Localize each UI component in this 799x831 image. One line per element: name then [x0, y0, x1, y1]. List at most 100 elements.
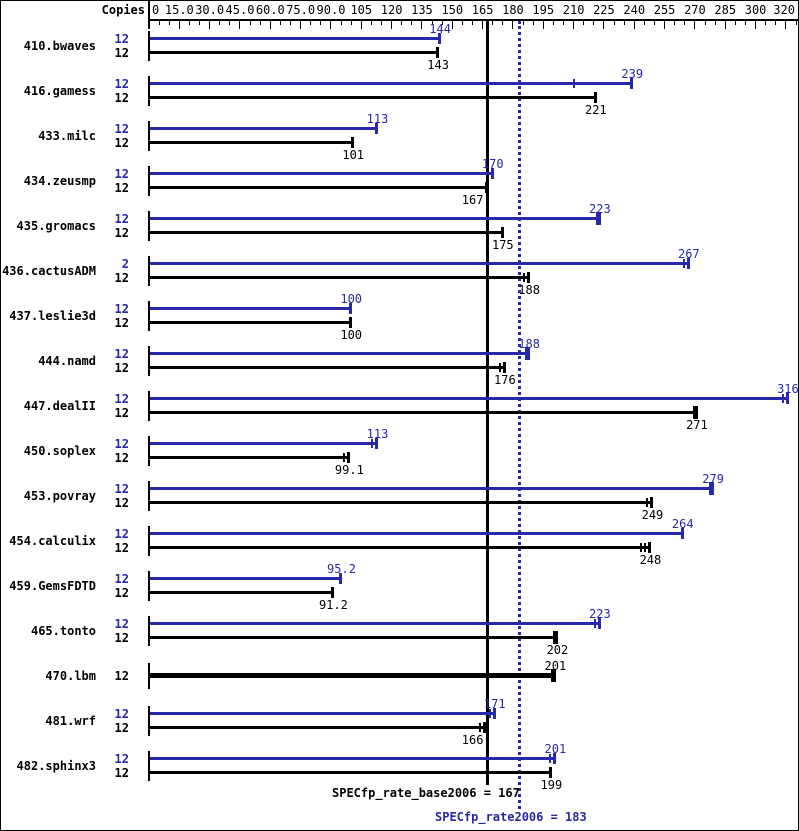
benchmark-group-axis	[148, 525, 150, 556]
base-bar-end-cap	[500, 227, 504, 238]
peak-value-label: 144	[429, 21, 451, 36]
axis-minor-tick	[279, 21, 281, 25]
peak-copies-label: 12	[114, 436, 129, 451]
benchmark-label: 454.calculix	[9, 533, 96, 548]
peak-bar-run-mark	[371, 439, 374, 448]
peak-bar-end-cap	[375, 123, 379, 134]
peak-bar-end-cap	[553, 753, 557, 764]
base-copies-label: 12	[114, 270, 129, 285]
peak-bar-run-mark	[572, 79, 575, 88]
peak-copies-label: 12	[114, 751, 129, 766]
benchmark-group-axis	[148, 30, 150, 61]
axis-major-tick	[603, 21, 605, 29]
axis-minor-tick	[290, 21, 292, 25]
base-bar-run-mark	[478, 723, 481, 732]
peak-bar-end-cap	[595, 212, 601, 225]
axis-minor-tick	[593, 21, 595, 25]
peak-value-label: 113	[366, 111, 389, 126]
peak-copies-label: 12	[114, 211, 129, 226]
benchmark-group-axis	[148, 300, 150, 331]
peak-bar-run-mark	[593, 619, 596, 628]
benchmark-label: 465.tonto	[30, 623, 96, 638]
peak-value-label: 100	[340, 291, 363, 306]
peak-bar-end-cap	[339, 573, 343, 584]
benchmark-label: 434.zeusmp	[23, 173, 96, 188]
benchmark-label: 444.namd	[38, 353, 96, 368]
axis-minor-tick	[643, 21, 645, 25]
peak-value-label: 223	[589, 606, 611, 621]
axis-minor-tick	[259, 21, 261, 25]
benchmark-label: 435.gromacs	[16, 218, 96, 233]
axis-tick-label: 180	[502, 3, 524, 17]
peak-bar	[150, 757, 556, 760]
axis-tick-label: 320	[773, 3, 795, 17]
axis-major-tick	[785, 21, 787, 29]
axis-tick-label: 150	[441, 3, 464, 17]
base-value-label: 167	[461, 192, 484, 207]
peak-value-label: 223	[589, 201, 611, 216]
axis-major-tick	[573, 21, 575, 29]
peak-rate-summary-label: SPECfp_rate2006 = 183	[435, 810, 587, 824]
base-bar-end-cap	[553, 631, 559, 644]
base-bar-run-mark	[498, 363, 501, 372]
axis-major-tick	[482, 21, 484, 29]
base-rate-summary-label: SPECfp_rate_base2006 = 167	[332, 786, 520, 800]
header-separator-line	[148, 1, 150, 29]
axis-tick-label: 105	[350, 3, 373, 17]
base-bar	[150, 411, 697, 414]
peak-bar-run-mark	[549, 754, 552, 763]
base-bar	[150, 321, 352, 324]
axis-tick-label: 195	[532, 3, 555, 17]
peak-bar-end-cap	[630, 78, 634, 89]
base-bar	[150, 636, 558, 639]
peak-bar-run-mark	[488, 709, 491, 718]
peak-bar	[150, 262, 689, 265]
benchmark-label: 453.povray	[23, 488, 96, 503]
base-value-label: 101	[342, 147, 365, 162]
axis-minor-tick	[158, 21, 160, 25]
axis-minor-tick	[613, 21, 615, 25]
axis-tick-label: 0	[152, 3, 160, 17]
base-bar-run-mark	[646, 498, 649, 507]
axis-major-tick	[451, 21, 453, 29]
axis-tick-label: 120	[380, 3, 403, 17]
axis-minor-tick	[472, 21, 473, 25]
base-copies-label: 12	[114, 720, 129, 735]
base-copies-label: 12	[114, 225, 129, 240]
peak-value-label: 264	[671, 516, 694, 531]
axis-major-tick	[391, 21, 393, 29]
axis-tick-label: 285	[714, 3, 737, 17]
axis-major-tick	[300, 21, 302, 29]
benchmark-group-axis	[148, 255, 150, 286]
base-copies-label: 12	[114, 540, 129, 555]
base-copies-label: 12	[114, 90, 129, 105]
benchmark-label: 410.bwaves	[23, 38, 96, 53]
axis-minor-tick	[734, 21, 736, 25]
x-axis-line	[149, 19, 798, 21]
peak-bar-end-cap	[490, 168, 494, 179]
base-bar-end-cap	[650, 497, 654, 508]
peak-bar	[150, 82, 633, 85]
peak-copies-label: 12	[114, 301, 129, 316]
benchmark-label: 459.GemsFDTD	[9, 578, 96, 593]
peak-bar	[150, 397, 788, 400]
axis-minor-tick	[320, 21, 322, 25]
base-bar-end-cap	[351, 137, 355, 148]
peak-bar-end-cap	[709, 482, 715, 495]
axis-minor-tick	[744, 21, 746, 25]
base-bar	[150, 726, 485, 729]
axis-tick-label: 75.0	[286, 3, 316, 17]
axis-minor-tick	[714, 21, 716, 25]
axis-minor-tick	[583, 21, 585, 25]
axis-major-tick	[633, 21, 635, 29]
axis-minor-tick	[219, 21, 221, 25]
base-bar-end-cap	[692, 406, 698, 419]
axis-minor-tick	[684, 21, 686, 25]
merged-bar	[150, 673, 556, 678]
base-bar	[150, 141, 354, 144]
merged-bar-end-cap	[551, 669, 557, 682]
benchmark-label: 436.cactusADM	[2, 263, 96, 278]
peak-bar	[150, 712, 495, 715]
benchmark-label: 470.lbm	[45, 668, 96, 683]
